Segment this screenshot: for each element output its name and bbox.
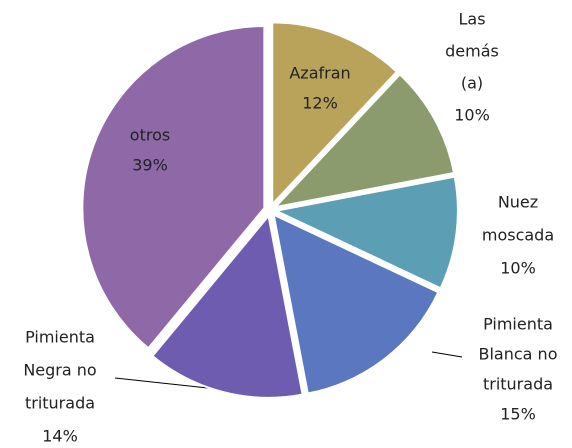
slice-label: (a) <box>461 74 483 93</box>
value-label: 39% <box>132 156 168 175</box>
leader-line <box>431 351 463 358</box>
value-label: 14% <box>42 427 78 446</box>
pie-slice <box>272 213 440 395</box>
slice-label: Las <box>458 10 485 29</box>
value-label: 15% <box>500 405 536 424</box>
slice-label: Negra no <box>23 361 96 380</box>
slice-label: Pimienta <box>25 328 95 347</box>
slice-label: moscada <box>482 226 554 245</box>
slice-label: triturada <box>483 375 553 394</box>
pie-slice <box>272 175 459 290</box>
value-label: 10% <box>500 259 536 278</box>
slice-label: Azafran <box>289 64 350 83</box>
slice-label: triturada <box>25 394 95 413</box>
pie-slice <box>151 213 304 399</box>
value-label: 10% <box>454 106 490 125</box>
pie-slice <box>272 73 456 209</box>
pie-slice <box>81 24 266 350</box>
slice-label: demás <box>445 42 499 61</box>
pie-slice <box>271 21 399 207</box>
slice-label: Nuez <box>498 193 538 212</box>
slice-label: Pimienta <box>483 315 553 334</box>
slice-label: otros <box>130 126 170 145</box>
slice-label: Blanca no <box>479 345 558 364</box>
value-label: 12% <box>302 94 338 113</box>
